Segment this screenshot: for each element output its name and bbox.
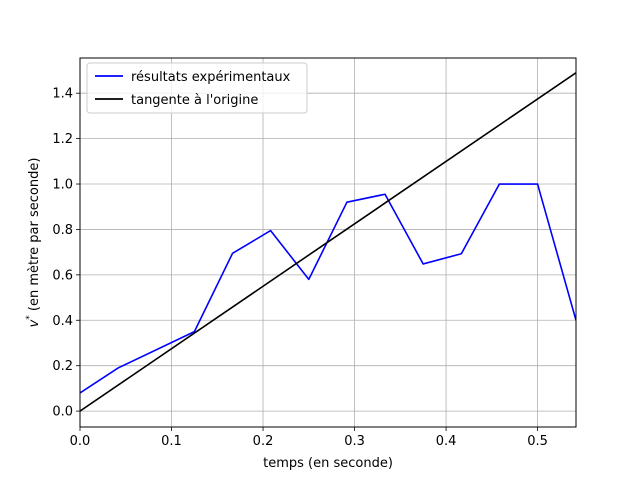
y-tick-label: 0.8 bbox=[52, 223, 73, 238]
x-tick-label: 0.1 bbox=[161, 434, 182, 449]
y-tick-label: 1.2 bbox=[52, 132, 73, 147]
y-axis-label-symbol: v bbox=[27, 319, 42, 327]
series-experimental-line bbox=[80, 183, 576, 394]
plot-frame bbox=[79, 57, 577, 428]
y-axis-label-superscript: * bbox=[25, 315, 35, 320]
x-tick-label: 0.2 bbox=[253, 434, 274, 449]
grid bbox=[79, 58, 576, 427]
x-axis: 0.0 0.1 0.2 0.3 0.4 0.5 bbox=[70, 427, 548, 449]
legend-label-tangent: tangente à l'origine bbox=[131, 93, 258, 108]
y-tick-label: 1.0 bbox=[52, 178, 73, 193]
y-axis: 0.0 0.2 0.4 0.6 0.8 1.0 1.2 1.4 bbox=[52, 87, 80, 420]
x-tick-label: 0.3 bbox=[344, 434, 365, 449]
x-axis-label: temps (en seconde) bbox=[263, 456, 393, 471]
y-tick-label: 0.4 bbox=[52, 314, 73, 329]
y-tick-label: 0.0 bbox=[52, 405, 73, 420]
x-tick-label: 0.5 bbox=[527, 434, 548, 449]
legend-label-experimental: résultats expérimentaux bbox=[131, 70, 291, 85]
y-tick-label: 0.6 bbox=[52, 268, 73, 283]
x-tick-label: 0.4 bbox=[436, 434, 457, 449]
series-group bbox=[80, 72, 576, 412]
series-tangent-line bbox=[80, 72, 576, 412]
legend-box bbox=[86, 62, 308, 114]
y-tick-label: 0.2 bbox=[52, 359, 73, 374]
x-tick-label: 0.0 bbox=[70, 434, 91, 449]
y-axis-label-unit: (en mètre par seconde) bbox=[27, 158, 42, 316]
y-tick-label: 1.4 bbox=[52, 87, 73, 102]
legend: résultats expérimentaux tangente à l'ori… bbox=[86, 62, 308, 114]
y-axis-label: v* (en mètre par seconde) bbox=[25, 158, 42, 328]
